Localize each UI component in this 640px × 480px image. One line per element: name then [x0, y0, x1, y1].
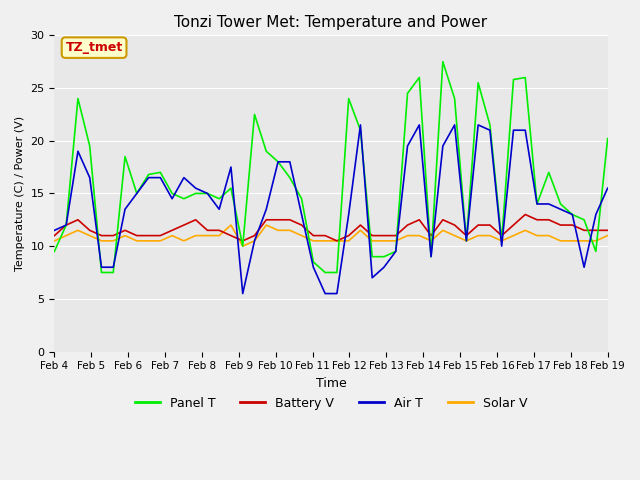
Text: TZ_tmet: TZ_tmet [65, 41, 123, 54]
Title: Tonzi Tower Met: Temperature and Power: Tonzi Tower Met: Temperature and Power [175, 15, 488, 30]
Legend: Panel T, Battery V, Air T, Solar V: Panel T, Battery V, Air T, Solar V [129, 392, 532, 415]
Y-axis label: Temperature (C) / Power (V): Temperature (C) / Power (V) [15, 116, 25, 271]
X-axis label: Time: Time [316, 377, 346, 390]
